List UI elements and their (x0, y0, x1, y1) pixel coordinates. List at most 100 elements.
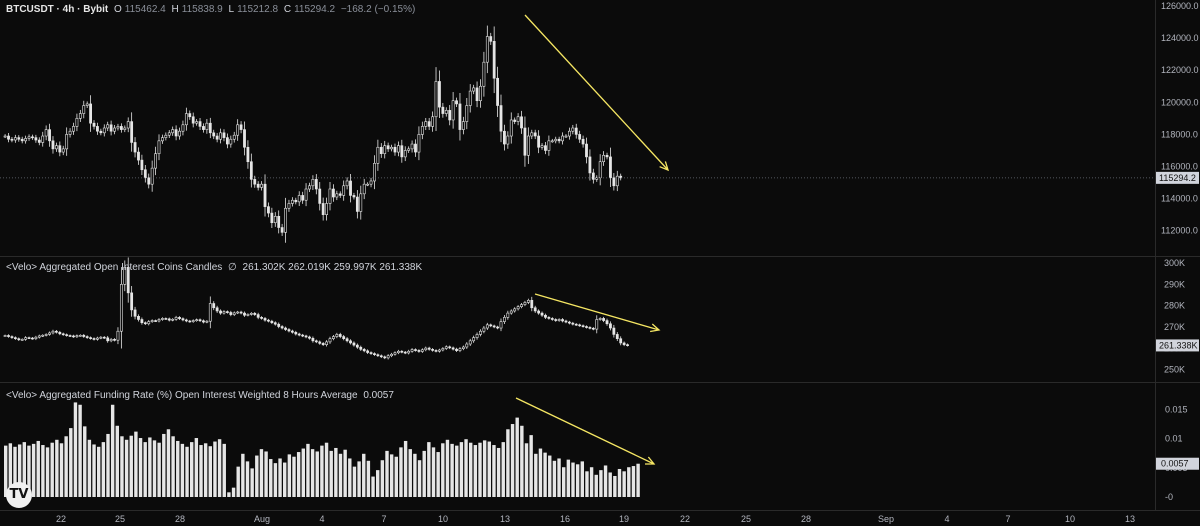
oi-candle (369, 352, 373, 354)
price-candle (34, 137, 38, 141)
funding-legend[interactable]: <Velo> Aggregated Funding Rate (%) Open … (6, 390, 397, 401)
oi-candle (96, 337, 99, 340)
funding-bar (562, 467, 566, 497)
time-axis-tick: 25 (741, 514, 751, 524)
funding-bar (487, 441, 491, 497)
price-candle (239, 124, 243, 130)
price-candle (308, 185, 311, 190)
price-candle (44, 129, 48, 137)
oi-axis-tick: 300K (1164, 258, 1185, 268)
oi-candle (564, 320, 568, 323)
price-candle (472, 87, 476, 92)
price-candle (51, 140, 55, 150)
price-candle (256, 183, 260, 188)
price-candle (338, 193, 342, 196)
price-candle (479, 85, 482, 102)
funding-bar (636, 463, 640, 497)
oi-candle (174, 317, 178, 320)
funding-bar (78, 404, 82, 497)
funding-bar (362, 453, 366, 497)
oi-trend-arrow-head (650, 323, 661, 333)
funding-bar (138, 438, 143, 497)
price-candle (410, 143, 414, 150)
oi-candle (232, 312, 236, 315)
price-candle (17, 137, 21, 140)
price-candle (314, 179, 318, 190)
oi-candle (619, 338, 623, 344)
funding-bar (241, 453, 245, 497)
time-axis-tick: 13 (500, 514, 510, 524)
price-candle (195, 121, 199, 124)
oi-candle (260, 317, 264, 319)
price-trend-arrow (524, 14, 669, 171)
price-candle (82, 105, 86, 114)
price-candle (588, 156, 592, 174)
price-candle (455, 100, 458, 105)
price-candle (178, 130, 181, 137)
tradingview-logo-icon[interactable]: TV (6, 482, 32, 508)
funding-bar (338, 453, 343, 497)
oi-candle (595, 319, 599, 330)
oi-candle (390, 353, 393, 357)
price-candle (352, 195, 356, 198)
funding-bar (445, 439, 450, 497)
funding-bar (403, 440, 408, 497)
funding-bar (115, 425, 119, 497)
funding-bar (73, 402, 78, 497)
close-value: 115294.2 (294, 4, 336, 15)
funding-bar (506, 429, 510, 497)
price-candle (386, 145, 390, 150)
oi-candle (212, 303, 216, 309)
price-candle (143, 169, 147, 179)
funding-bar (199, 445, 203, 497)
price-candle (438, 81, 441, 108)
price-candle (198, 121, 202, 127)
oi-candle (195, 319, 199, 322)
oi-candle (239, 311, 243, 314)
open-value: 115462.4 (124, 4, 166, 15)
oi-candle (109, 339, 113, 342)
oi-candle (311, 337, 315, 342)
funding-bar (162, 433, 166, 497)
funding-bar (557, 458, 561, 497)
oi-candle (451, 347, 455, 350)
oi-legend[interactable]: <Velo> Aggregated Open Interest Coins Ca… (6, 262, 425, 273)
oi-candle (496, 326, 499, 329)
funding-axis-tick: 0.015 (1165, 404, 1188, 414)
symbol-title[interactable]: BTCUSDT · 4h · Bybit (6, 4, 109, 15)
price-candle (349, 180, 352, 196)
price-candle (567, 130, 571, 137)
price-candle (318, 188, 322, 204)
time-axis-tick: 28 (801, 514, 811, 524)
oi-candle (113, 339, 116, 341)
price-candle (417, 134, 421, 153)
oi-candle (479, 330, 482, 335)
price-candle (96, 126, 99, 132)
oi-candle (154, 320, 157, 322)
oi-candle (338, 334, 342, 337)
price-candle (554, 138, 558, 142)
time-axis-tick: 7 (381, 514, 386, 524)
oi-candle (325, 341, 328, 345)
oi-candle (503, 317, 506, 322)
price-candle (202, 126, 205, 130)
oi-candle (20, 339, 24, 341)
price-candle (355, 196, 359, 212)
price-candle (102, 127, 106, 134)
funding-bar (22, 442, 26, 497)
oi-candle (544, 314, 547, 318)
price-candle (290, 199, 294, 204)
funding-bar (441, 443, 445, 497)
funding-bar (617, 468, 622, 497)
price-candle (37, 139, 41, 143)
funding-bar (455, 445, 459, 497)
funding-bar (92, 444, 96, 497)
price-candle (475, 87, 479, 102)
oi-candle (482, 327, 486, 332)
oi-candle (181, 318, 185, 321)
oi-candle (48, 332, 51, 335)
funding-bar (208, 446, 212, 497)
funding-bar (190, 442, 194, 497)
price-candle (140, 159, 144, 171)
